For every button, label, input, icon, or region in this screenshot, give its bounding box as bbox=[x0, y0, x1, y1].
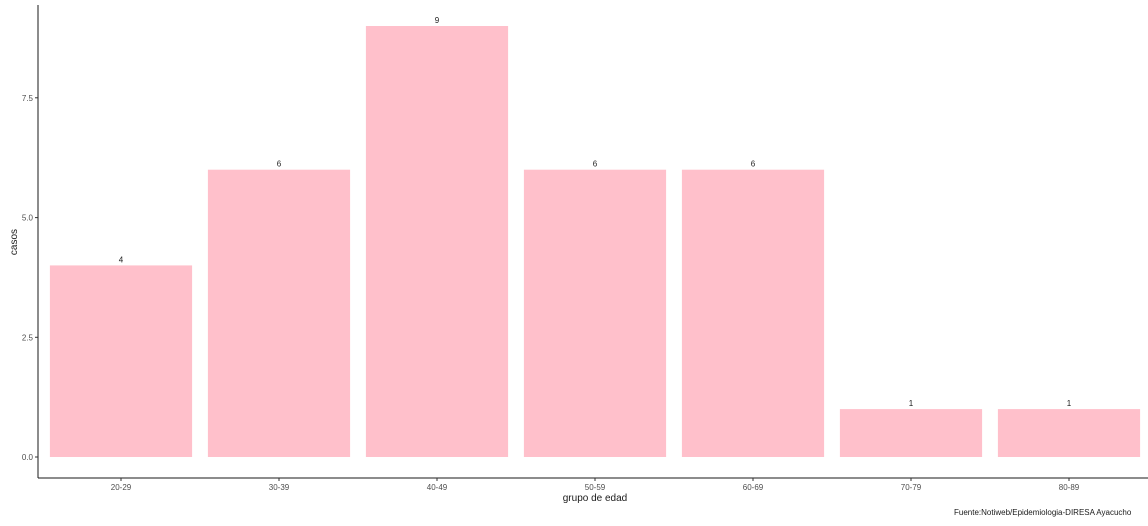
bar-30-39 bbox=[207, 169, 351, 457]
bar-value-label: 4 bbox=[119, 255, 124, 264]
x-tick-label: 70-79 bbox=[901, 483, 922, 492]
bar-50-59 bbox=[523, 169, 667, 457]
bar-20-29 bbox=[49, 265, 193, 457]
bar-60-69 bbox=[681, 169, 825, 457]
bar-70-79 bbox=[839, 409, 983, 457]
y-tick-label: 2.5 bbox=[22, 333, 34, 342]
bar-40-49 bbox=[365, 26, 509, 457]
source-caption: Fuente:Notiweb/Epidemiologia-DIRESA Ayac… bbox=[954, 508, 1132, 517]
x-axis-title: grupo de edad bbox=[563, 493, 628, 504]
bar-value-label: 9 bbox=[435, 16, 440, 25]
bar-value-label: 6 bbox=[751, 160, 756, 169]
bar-80-89 bbox=[997, 409, 1141, 457]
bar-value-label: 1 bbox=[909, 399, 914, 408]
x-tick-label: 60-69 bbox=[743, 483, 764, 492]
x-tick-label: 20-29 bbox=[111, 483, 132, 492]
x-ticks-layer: 20-29 30-39 40-49 50-59 60-69 70-79 80-89 bbox=[111, 478, 1080, 492]
x-tick-label: 80-89 bbox=[1059, 483, 1080, 492]
y-tick-label: 5.0 bbox=[22, 214, 34, 223]
bars-layer bbox=[49, 26, 1141, 457]
x-tick-label: 30-39 bbox=[269, 483, 290, 492]
x-tick-label: 40-49 bbox=[427, 483, 448, 492]
y-ticks-layer: 0.0 2.5 5.0 7.5 bbox=[22, 94, 38, 462]
bar-labels-layer: 4 6 9 6 6 1 1 bbox=[119, 16, 1072, 408]
bar-value-label: 6 bbox=[277, 160, 282, 169]
y-tick-label: 7.5 bbox=[22, 94, 34, 103]
x-tick-label: 50-59 bbox=[585, 483, 606, 492]
bar-value-label: 1 bbox=[1067, 399, 1072, 408]
y-axis-title: casos bbox=[9, 229, 20, 255]
bar-value-label: 6 bbox=[593, 160, 598, 169]
y-tick-label: 0.0 bbox=[22, 453, 34, 462]
